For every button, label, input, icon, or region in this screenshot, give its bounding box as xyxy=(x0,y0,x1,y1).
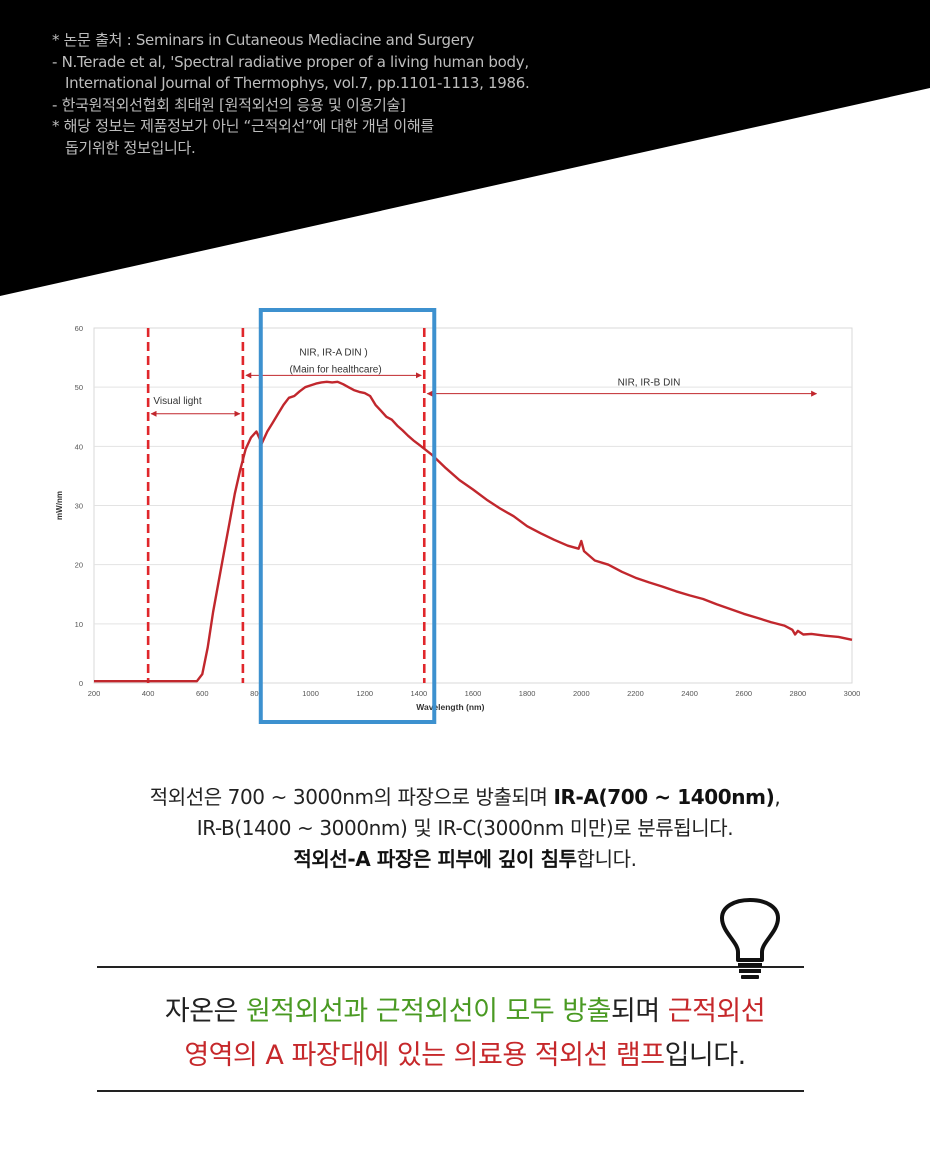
divider-top xyxy=(97,966,804,968)
source-line: * 해당 정보는 제품정보가 아닌 “근적외선”에 대한 개념 이해를 xyxy=(52,117,434,135)
x-tick-label: 1800 xyxy=(519,689,536,698)
header-black-band xyxy=(0,0,930,296)
description-line-1: 적외선은 700 ~ 3000nm의 파장으로 방출되며 IR-A(700 ~ … xyxy=(0,782,930,813)
x-tick-label: 2400 xyxy=(681,689,698,698)
ir-a-highlight-box xyxy=(258,308,437,724)
spectrum-chart: 0 10 20 30 40 50 60 200 400 600 800 1000 1200 1400 160… xyxy=(55,308,861,724)
spectrum-line xyxy=(94,380,853,683)
light-bulb-icon xyxy=(720,898,780,979)
source-line: 돕기위한 정보입니다. xyxy=(65,138,196,157)
healthcare-label: (Main for healthcare) xyxy=(289,364,381,375)
summary-highlight-red: 영역의 A 파장대에 있는 의료용 적외선 램프 xyxy=(184,1040,665,1071)
summary-line-2: 영역의 A 파장대에 있는 의료용 적외선 램프입니다. xyxy=(0,1034,930,1078)
ir-a-range: IR-A(700 ~ 1400nm) xyxy=(553,785,775,809)
x-tick-label: 3000 xyxy=(844,689,861,698)
summary-text: 되며 xyxy=(610,996,668,1027)
y-tick-label: 60 xyxy=(75,324,83,333)
x-tick-label: 400 xyxy=(142,689,155,698)
y-tick-label: 50 xyxy=(75,383,83,392)
description-line-2: IR-B(1400 ~ 3000nm) 및 IR-C(3000nm 미만)로 분… xyxy=(196,816,734,840)
description-text: 합니다. xyxy=(576,847,637,871)
summary-highlight-red: 근적외선 xyxy=(667,996,766,1027)
x-tick-label: 1400 xyxy=(411,689,428,698)
source-line: International Journal of Thermophys, vol… xyxy=(65,74,530,92)
summary-highlight-green: 원적외선과 근적외선이 모두 방출 xyxy=(245,996,612,1027)
x-axis-label: Wavelength (nm) xyxy=(416,702,484,712)
nir-ir-b-label: NIR, IR-B DIN xyxy=(618,378,681,389)
summary-text: 자온은 xyxy=(164,996,246,1027)
x-tick-label: 2000 xyxy=(573,689,590,698)
summary: 자온은 원적외선과 근적외선이 모두 방출되며 근적외선 영역의 A 파장대에 … xyxy=(0,990,930,1078)
y-tick-label: 10 xyxy=(75,620,83,629)
y-axis-label: mW/nm xyxy=(55,491,64,520)
x-tick-label: 2200 xyxy=(627,689,644,698)
x-tick-label: 2600 xyxy=(735,689,752,698)
source-line: * 논문 출처 : Seminars in Cutaneous Mediacin… xyxy=(52,31,475,49)
x-tick-label: 2800 xyxy=(790,689,807,698)
description-line-3: 적외선-A 파장은 피부에 깊이 침투합니다. xyxy=(0,844,930,875)
x-tick-label: 1600 xyxy=(465,689,482,698)
x-tick-label: 1200 xyxy=(356,689,373,698)
description-text: , xyxy=(774,785,781,809)
description-text: 적외선은 700 ~ 3000nm의 파장으로 방출되며 xyxy=(149,785,554,809)
x-tick-label: 800 xyxy=(250,689,263,698)
source-line: - N.Terade et al, 'Spectral radiative pr… xyxy=(52,52,529,71)
y-tick-label: 30 xyxy=(75,502,83,511)
summary-text: 입니다. xyxy=(664,1040,747,1071)
summary-line-1: 자온은 원적외선과 근적외선이 모두 방출되며 근적외선 xyxy=(0,990,930,1034)
y-tick-label: 20 xyxy=(75,561,83,570)
source-line: - 한국원적외선협회 최태원 [원적외선의 응용 및 이용기술] xyxy=(52,95,406,114)
visual-light-label: Visual light xyxy=(153,396,201,407)
x-tick-label: 600 xyxy=(196,689,209,698)
x-tick-label: 1000 xyxy=(302,689,319,698)
source-notes: * 논문 출처 : Seminars in Cutaneous Mediacin… xyxy=(52,30,530,159)
x-tick-label: 200 xyxy=(88,689,101,698)
divider-bottom xyxy=(97,1090,804,1092)
penetration-text: 적외선-A 파장은 피부에 깊이 침투 xyxy=(293,847,577,871)
y-tick-label: 40 xyxy=(75,442,83,451)
nir-ir-a-label: NIR, IR-A DIN ) xyxy=(299,347,367,358)
y-tick-label: 0 xyxy=(79,679,83,688)
description: 적외선은 700 ~ 3000nm의 파장으로 방출되며 IR-A(700 ~ … xyxy=(0,782,930,875)
